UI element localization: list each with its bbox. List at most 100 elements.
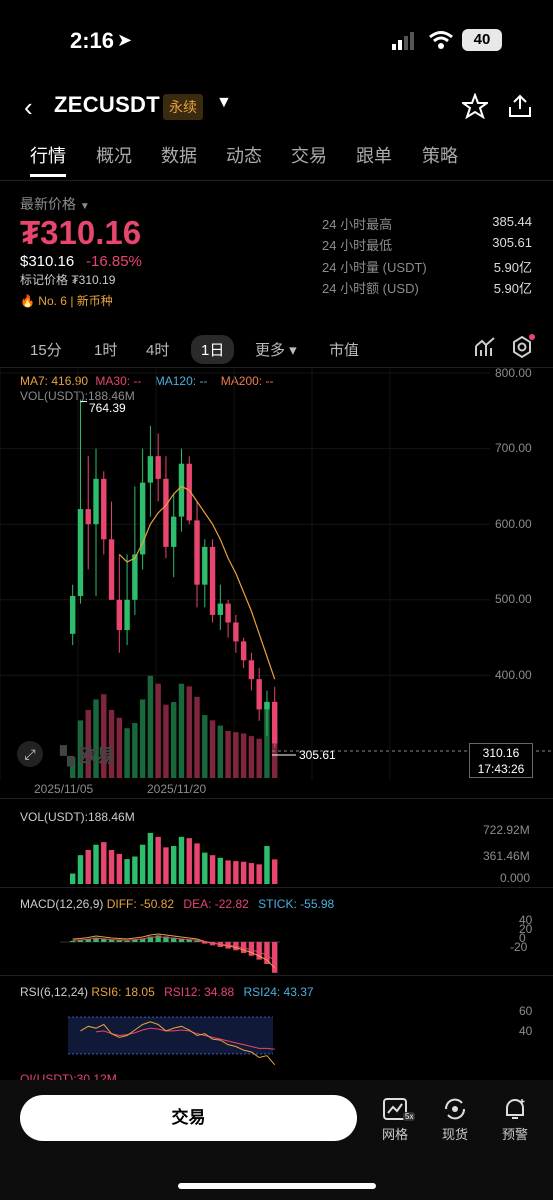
tab-market[interactable]: 行情: [30, 146, 66, 166]
divider: [0, 975, 553, 976]
rsi-band: [68, 1017, 273, 1054]
volume-bar: [264, 846, 270, 884]
macd-histogram-bar: [108, 939, 115, 942]
candle-body: [240, 641, 247, 661]
volume-overlay-bar: [225, 730, 231, 778]
cellular-signal-icon: [392, 32, 414, 50]
tab-data[interactable]: 数据: [161, 146, 197, 166]
stat-label: 24 小时额 (USD): [322, 281, 419, 296]
price-axis-tick: 700.00: [495, 441, 532, 455]
wifi-icon: [429, 31, 453, 49]
timeframe-15m[interactable]: 15分: [30, 342, 62, 359]
stat-label: 24 小时最低: [322, 238, 393, 253]
tab-bar: 行情 概况 数据 动态 交易 跟单 策略: [30, 142, 530, 177]
stat-value: 305.61: [492, 235, 532, 250]
back-icon[interactable]: ‹: [24, 92, 33, 122]
volume-overlay-bar: [93, 699, 99, 778]
volume-bar: [171, 846, 177, 884]
macd-histogram-bar: [248, 942, 255, 956]
tab-trades[interactable]: 交易: [291, 146, 327, 166]
volume-chart[interactable]: [0, 800, 553, 886]
volume-overlay-bar: [155, 683, 161, 778]
grid-leverage-badge: 5x: [403, 1112, 416, 1121]
macd-title: MACD(12,26,9): [20, 897, 104, 911]
timeframe-more[interactable]: 更多 ▾: [255, 342, 297, 359]
trade-button[interactable]: 交易: [20, 1095, 357, 1141]
candle-body: [124, 599, 130, 631]
price-axis-tick: 800.00: [495, 366, 532, 380]
candle-body: [272, 701, 278, 744]
stat-label: 24 小时量 (USDT): [322, 260, 427, 275]
usd-price: $310.16: [20, 253, 75, 270]
macd-histogram-bar: [77, 940, 84, 942]
timeframe-4h[interactable]: 4时: [146, 342, 170, 359]
tab-overview[interactable]: 概况: [96, 146, 132, 166]
candle-body: [116, 599, 123, 631]
volume-bar: [77, 855, 84, 884]
candle-body: [85, 509, 91, 525]
tab-copy[interactable]: 跟单: [356, 146, 392, 166]
alert-button[interactable]: 预警: [490, 1097, 540, 1143]
share-icon[interactable]: [507, 93, 533, 119]
volume-overlay-bar: [171, 702, 177, 778]
vol-axis-tick: 0.000: [500, 871, 531, 885]
indicator-icon[interactable]: [474, 336, 496, 358]
candle-body: [194, 520, 200, 585]
macd-histogram-bar: [163, 936, 169, 942]
active-tab-indicator: [30, 174, 66, 177]
chevron-down-icon[interactable]: ▼: [216, 94, 232, 111]
rsi-legend: RSI(6,12,24) RSI6: 18.05 RSI12: 34.88 RS…: [20, 985, 314, 999]
macd-histogram-bar: [132, 939, 138, 942]
volume-bar: [202, 852, 208, 884]
last-price-label[interactable]: 最新价格 ▼: [20, 194, 90, 214]
candlestick-chart[interactable]: [0, 368, 553, 780]
candle-body: [163, 478, 169, 547]
macd-chart[interactable]: [0, 912, 553, 974]
tab-strategy[interactable]: 策略: [422, 146, 458, 166]
macd-histogram-bar: [202, 942, 208, 944]
volume-bar: [217, 857, 224, 884]
volume-overlay-bar: [209, 720, 216, 778]
candle-body: [178, 463, 185, 517]
rsi24-legend: RSI24: 43.37: [243, 985, 314, 999]
timeframe-1h[interactable]: 1时: [94, 342, 118, 359]
candle-body: [147, 456, 154, 483]
macd-stick: STICK: -55.98: [258, 897, 335, 911]
rank-separator: |: [70, 294, 74, 308]
symbol-title[interactable]: ZECUSDT: [54, 92, 160, 117]
tab-news[interactable]: 动态: [226, 146, 262, 166]
new-coin-tag: 新币种: [76, 294, 113, 308]
fullscreen-icon[interactable]: ⤢: [17, 741, 43, 767]
vol-axis-tick: 722.92M: [483, 823, 530, 837]
rsi-axis-tick: 40: [519, 1024, 533, 1038]
settings-icon[interactable]: [510, 334, 536, 360]
ma120-legend: MA120: --: [154, 374, 208, 388]
battery-icon: 40: [462, 29, 502, 51]
market-cap-toggle[interactable]: 市值: [329, 342, 360, 359]
macd-legend: MACD(12,26,9) DIFF: -50.82 DEA: -22.82 S…: [20, 897, 334, 911]
macd-histogram-bar: [178, 938, 185, 942]
candle-body: [248, 660, 255, 680]
macd-dea: DEA: -22.82: [183, 897, 249, 911]
spot-button[interactable]: 现货: [430, 1097, 480, 1143]
volume-overlay-bar: [202, 715, 208, 778]
volume-overlay-bar: [186, 686, 192, 778]
rsi-chart[interactable]: [0, 1000, 553, 1066]
flame-icon: 🔥: [20, 294, 35, 308]
volume-bar: [225, 860, 231, 884]
grid-trading-button[interactable]: 5x 网格: [370, 1097, 420, 1143]
macd-histogram-bar: [194, 940, 200, 942]
volume-bar: [155, 836, 161, 884]
volume-bar: [256, 864, 262, 884]
candle-body: [217, 603, 224, 615]
timeframe-1d[interactable]: 1日: [191, 335, 235, 364]
okx-watermark-logo: ▚ 欧易: [60, 746, 115, 766]
rsi-title: RSI(6,12,24): [20, 985, 89, 999]
caret-down-icon: ▼: [79, 201, 90, 212]
macd-histogram-bar: [264, 942, 270, 964]
volume-bar: [233, 861, 239, 884]
high-marker-label: 764.39: [89, 401, 126, 415]
candle-body: [171, 516, 177, 547]
star-icon[interactable]: [462, 93, 488, 119]
candle-body: [93, 478, 99, 525]
